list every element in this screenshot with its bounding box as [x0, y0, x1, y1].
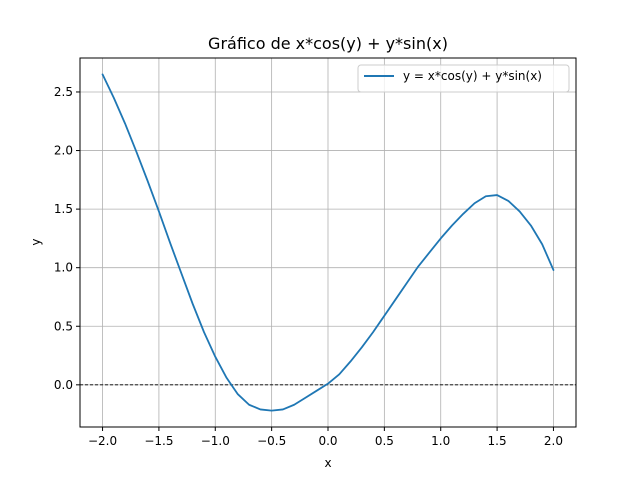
x-tick-label: 0.0 [318, 434, 337, 448]
x-tick-label: −1.5 [144, 434, 173, 448]
x-axis-label: x [324, 456, 331, 470]
x-tick-label: −2.0 [88, 434, 117, 448]
y-tick-label: 0.0 [54, 378, 73, 392]
series-lines [101, 73, 555, 412]
x-tick-label: 1.0 [431, 434, 450, 448]
y-tick-label: 2.0 [54, 144, 73, 158]
y-axis-label: y [29, 238, 43, 245]
y-axis-ticks: 0.0 0.5 1.0 1.5 2.0 2.5 [54, 85, 80, 392]
legend-label: y = x*cos(y) + y*sin(x) [403, 69, 542, 83]
y-tick-label: 0.5 [54, 319, 73, 333]
legend: y = x*cos(y) + y*sin(x) [357, 64, 570, 93]
x-tick-label: −0.5 [257, 434, 286, 448]
x-tick-label: −1.0 [201, 434, 230, 448]
y-tick-label: 1.0 [54, 261, 73, 275]
chart-title: Gráfico de x*cos(y) + y*sin(x) [208, 34, 448, 53]
x-axis-ticks: −2.0 −1.5 −1.0 −0.5 0.0 0.5 1.0 1.5 2.0 [88, 427, 563, 448]
x-tick-label: 1.5 [488, 434, 507, 448]
x-tick-label: 2.0 [544, 434, 563, 448]
y-tick-label: 2.5 [54, 85, 73, 99]
x-tick-label: 0.5 [375, 434, 394, 448]
legend-box [357, 64, 570, 93]
series-line [101, 73, 555, 412]
y-tick-label: 1.5 [54, 202, 73, 216]
